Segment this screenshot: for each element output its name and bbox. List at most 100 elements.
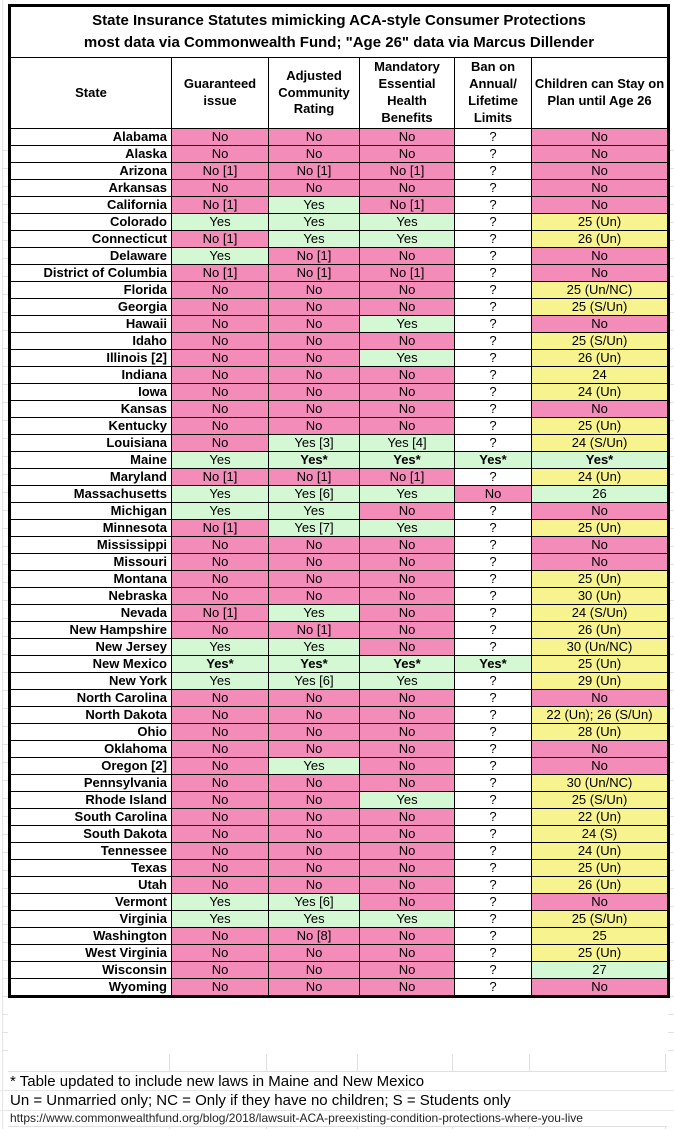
- column-header-guaranteed-issue[interactable]: Guaranteed issue: [171, 57, 269, 129]
- data-cell[interactable]: ?: [454, 723, 532, 741]
- data-cell[interactable]: 24 (Un): [530, 468, 670, 486]
- data-cell[interactable]: 24 (Un): [530, 842, 670, 860]
- data-cell[interactable]: Yes [3]: [268, 434, 360, 452]
- state-name-cell[interactable]: Michigan: [9, 502, 172, 520]
- state-name-cell[interactable]: Missouri: [9, 553, 172, 571]
- data-cell[interactable]: No: [268, 961, 360, 979]
- data-cell[interactable]: No: [268, 825, 360, 843]
- data-cell[interactable]: ?: [454, 145, 532, 163]
- data-cell[interactable]: Yes [6]: [268, 485, 360, 503]
- data-cell[interactable]: Yes: [359, 315, 455, 333]
- data-cell[interactable]: No: [268, 944, 360, 962]
- data-cell[interactable]: Yes*: [454, 451, 532, 469]
- data-cell[interactable]: ?: [454, 162, 532, 180]
- data-cell[interactable]: ?: [454, 468, 532, 486]
- data-cell[interactable]: No: [268, 842, 360, 860]
- state-name-cell[interactable]: Connecticut: [9, 230, 172, 248]
- data-cell[interactable]: No: [171, 978, 269, 997]
- column-header-community-rating[interactable]: Adjusted Community Rating: [268, 57, 360, 129]
- data-cell[interactable]: No: [359, 859, 455, 877]
- data-cell[interactable]: 26 (Un): [530, 876, 670, 894]
- data-cell[interactable]: No: [171, 536, 269, 554]
- data-cell[interactable]: 25 (Un/NC): [530, 281, 670, 299]
- data-cell[interactable]: Yes*: [454, 655, 532, 673]
- data-cell[interactable]: No: [530, 978, 670, 997]
- data-cell[interactable]: No: [530, 315, 670, 333]
- data-cell[interactable]: Yes: [359, 349, 455, 367]
- data-cell[interactable]: ?: [454, 383, 532, 401]
- data-cell[interactable]: No: [268, 383, 360, 401]
- data-cell[interactable]: No: [359, 604, 455, 622]
- data-cell[interactable]: Yes [6]: [268, 672, 360, 690]
- data-cell[interactable]: ?: [454, 349, 532, 367]
- data-cell[interactable]: No: [530, 400, 670, 418]
- state-name-cell[interactable]: Alaska: [9, 145, 172, 163]
- data-cell[interactable]: No: [171, 281, 269, 299]
- data-cell[interactable]: ?: [454, 332, 532, 350]
- data-cell[interactable]: No [8]: [268, 927, 360, 945]
- state-name-cell[interactable]: Utah: [9, 876, 172, 894]
- data-cell[interactable]: No: [268, 145, 360, 163]
- data-cell[interactable]: No [1]: [171, 162, 269, 180]
- data-cell[interactable]: No [1]: [171, 264, 269, 282]
- state-name-cell[interactable]: Texas: [9, 859, 172, 877]
- data-cell[interactable]: ?: [454, 638, 532, 656]
- data-cell[interactable]: No: [268, 349, 360, 367]
- data-cell[interactable]: ?: [454, 808, 532, 826]
- state-name-cell[interactable]: Kentucky: [9, 417, 172, 435]
- data-cell[interactable]: Yes: [359, 213, 455, 231]
- state-name-cell[interactable]: Massachusetts: [9, 485, 172, 503]
- data-cell[interactable]: No: [268, 536, 360, 554]
- data-cell[interactable]: No: [359, 689, 455, 707]
- data-cell[interactable]: No: [530, 264, 670, 282]
- data-cell[interactable]: No [1]: [268, 162, 360, 180]
- data-cell[interactable]: Yes: [359, 230, 455, 248]
- data-cell[interactable]: No: [530, 128, 670, 146]
- data-cell[interactable]: No: [171, 791, 269, 809]
- data-cell[interactable]: No: [171, 434, 269, 452]
- data-cell[interactable]: No [1]: [268, 247, 360, 265]
- state-name-cell[interactable]: Arizona: [9, 162, 172, 180]
- state-name-cell[interactable]: Nevada: [9, 604, 172, 622]
- state-name-cell[interactable]: Minnesota: [9, 519, 172, 537]
- state-name-cell[interactable]: Wisconsin: [9, 961, 172, 979]
- data-cell[interactable]: Yes: [268, 757, 360, 775]
- state-name-cell[interactable]: Montana: [9, 570, 172, 588]
- data-cell[interactable]: No: [171, 570, 269, 588]
- data-cell[interactable]: Yes*: [530, 451, 670, 469]
- data-cell[interactable]: No: [359, 808, 455, 826]
- data-cell[interactable]: 22 (Un); 26 (S/Un): [530, 706, 670, 724]
- state-name-cell[interactable]: Tennessee: [9, 842, 172, 860]
- data-cell[interactable]: No: [359, 706, 455, 724]
- data-cell[interactable]: No: [171, 859, 269, 877]
- data-cell[interactable]: Yes*: [359, 655, 455, 673]
- data-cell[interactable]: No: [268, 366, 360, 384]
- data-cell[interactable]: ?: [454, 876, 532, 894]
- data-cell[interactable]: 25 (Un): [530, 213, 670, 231]
- state-name-cell[interactable]: New York: [9, 672, 172, 690]
- data-cell[interactable]: ?: [454, 604, 532, 622]
- data-cell[interactable]: ?: [454, 536, 532, 554]
- data-cell[interactable]: No: [171, 757, 269, 775]
- data-cell[interactable]: No: [359, 298, 455, 316]
- data-cell[interactable]: No: [359, 536, 455, 554]
- data-cell[interactable]: ?: [454, 944, 532, 962]
- state-name-cell[interactable]: Hawaii: [9, 315, 172, 333]
- data-cell[interactable]: Yes: [268, 604, 360, 622]
- data-cell[interactable]: No: [359, 570, 455, 588]
- data-cell[interactable]: No: [268, 791, 360, 809]
- data-cell[interactable]: No: [171, 961, 269, 979]
- data-cell[interactable]: No: [268, 689, 360, 707]
- data-cell[interactable]: ?: [454, 417, 532, 435]
- data-cell[interactable]: ?: [454, 281, 532, 299]
- data-cell[interactable]: No: [359, 553, 455, 571]
- data-cell[interactable]: No: [268, 859, 360, 877]
- data-cell[interactable]: 25: [530, 927, 670, 945]
- data-cell[interactable]: No: [268, 808, 360, 826]
- column-header-state[interactable]: State: [9, 57, 172, 129]
- data-cell[interactable]: No: [171, 808, 269, 826]
- state-name-cell[interactable]: Indiana: [9, 366, 172, 384]
- data-cell[interactable]: Yes [4]: [359, 434, 455, 452]
- data-cell[interactable]: Yes: [171, 485, 269, 503]
- data-cell[interactable]: ?: [454, 196, 532, 214]
